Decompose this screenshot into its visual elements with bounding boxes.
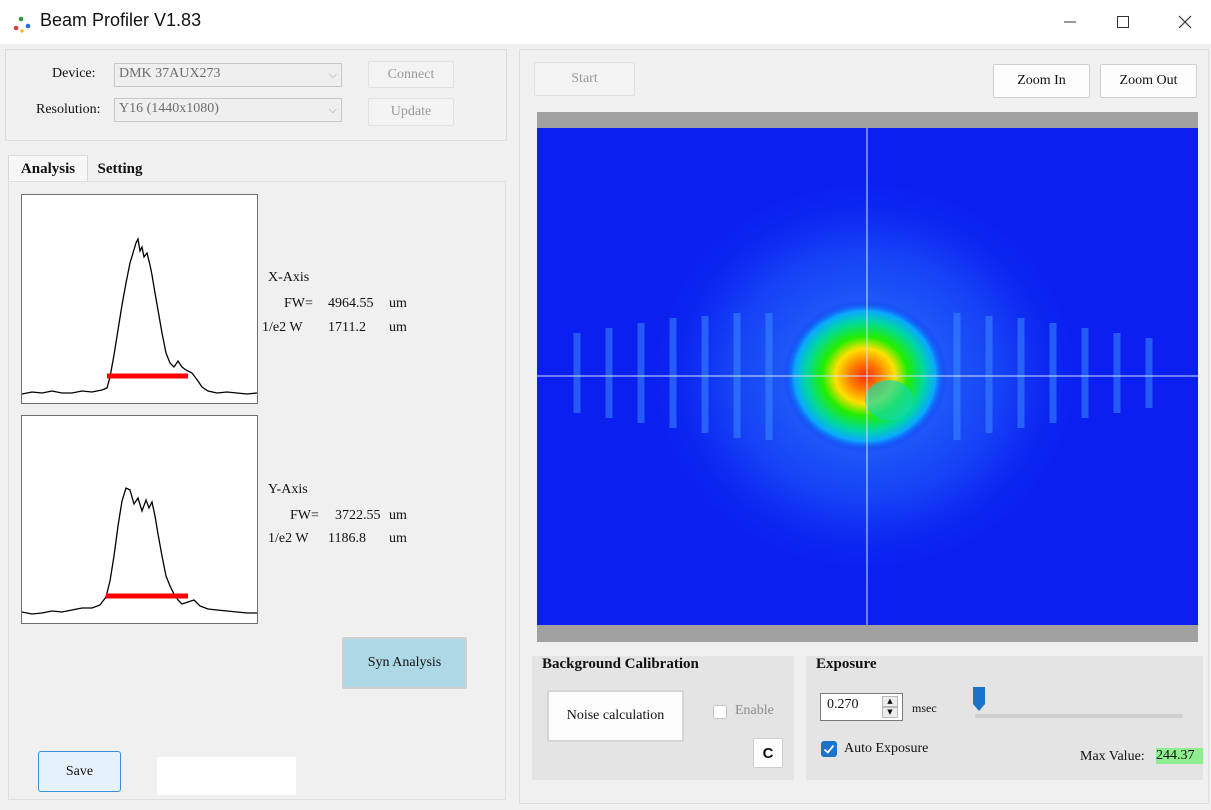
app-logo-icon [13,16,31,33]
y-e2-label: 1/e2 W [268,531,309,546]
minimize-button[interactable] [1047,6,1093,38]
maximize-button[interactable] [1100,6,1146,38]
max-value: 244.37 [1156,748,1203,764]
exposure-title: Exposure [816,656,877,672]
syn-analysis-button[interactable]: Syn Analysis [342,637,467,689]
resolution-select-value: Y16 (1440x1080) [119,101,219,116]
checkmark-icon [823,744,835,754]
x-axis-title: X-Axis [268,270,310,285]
beam-image-frame [537,112,1198,642]
exposure-value: 0.270 [827,697,859,712]
resolution-select[interactable]: Y16 (1440x1080) ⌵ [114,98,342,122]
x-e2-label: 1/e2 W [262,320,303,335]
max-value-label: Max Value: [1080,749,1145,764]
y-fw-value: 3722.55 [335,508,381,523]
chevron-down-icon: ⌵ [328,103,337,116]
enable-label: Enable [735,703,774,718]
zoom-out-button[interactable]: Zoom Out [1100,64,1197,98]
save-name-input[interactable] [157,757,296,795]
zoom-in-button[interactable]: Zoom In [993,64,1090,98]
device-select[interactable]: DMK 37AUX273 ⌵ [114,63,342,87]
noise-calculation-button[interactable]: Noise calculation [547,690,684,742]
x-e2-unit: um [389,320,407,335]
update-button[interactable]: Update [368,98,454,126]
background-calibration-title: Background Calibration [542,656,699,672]
y-fw-label: FW= [290,508,319,523]
resolution-label: Resolution: [36,102,101,117]
c-button[interactable]: C [753,738,783,768]
enable-checkbox[interactable] [713,705,727,719]
device-label: Device: [52,66,96,81]
minimize-icon [1064,21,1076,23]
y-e2-unit: um [389,531,407,546]
y-profile-graph [21,415,258,624]
x-profile-graph [21,194,258,404]
close-button[interactable] [1162,6,1208,38]
x-fw-value: 4964.55 [328,296,374,311]
slider-thumb-icon [973,687,986,711]
exposure-slider-track[interactable] [975,714,1183,718]
start-button[interactable]: Start [534,62,635,96]
beam-image[interactable] [537,128,1198,625]
stepper-up-icon[interactable]: ▲ [882,696,898,707]
tab-setting[interactable]: Setting [97,160,143,177]
x-profile-plot [21,236,258,395]
exposure-unit: msec [912,701,937,715]
maximize-icon [1117,16,1129,28]
stepper-down-icon[interactable]: ▼ [882,707,898,718]
chevron-down-icon: ⌵ [328,68,337,81]
close-icon [1178,15,1192,29]
auto-exposure-checkbox[interactable] [821,741,837,757]
x-e2-value: 1711.2 [328,320,366,335]
save-button[interactable]: Save [38,751,121,792]
x-fw-unit: um [389,296,407,311]
title-bar [0,0,1211,44]
y-profile-plot [21,487,257,615]
y-axis-title: Y-Axis [268,482,308,497]
beam-spot-notch [865,380,913,420]
x-profile-curve [21,236,258,395]
window-title: Beam Profiler V1.83 [40,10,202,30]
exposure-slider-thumb[interactable] [972,686,986,712]
exposure-stepper[interactable]: 0.270 ▲ ▼ [820,693,903,721]
fringe-pattern [573,313,1153,440]
x-fw-label: FW= [284,296,313,311]
device-select-value: DMK 37AUX273 [119,66,221,81]
tab-analysis[interactable]: Analysis [8,155,88,182]
connect-button[interactable]: Connect [368,61,454,88]
y-e2-value: 1186.8 [328,531,366,546]
y-fw-unit: um [389,508,407,523]
auto-exposure-label: Auto Exposure [844,741,929,756]
y-profile-curve [21,487,257,615]
